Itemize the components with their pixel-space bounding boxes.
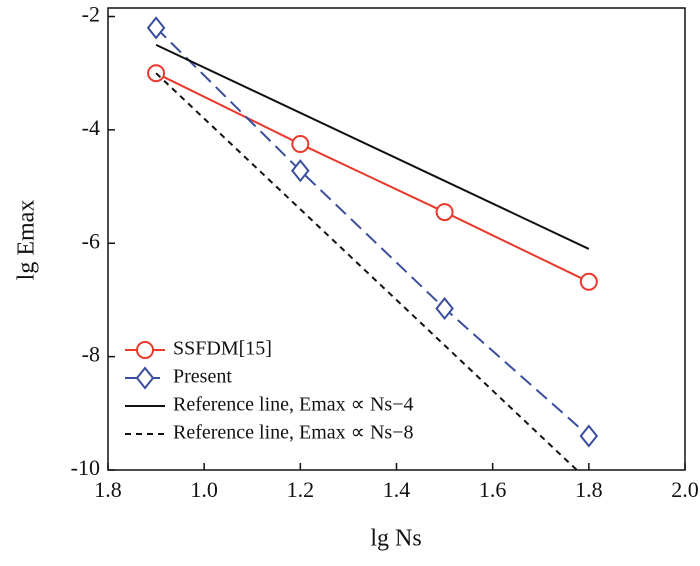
marker bbox=[435, 296, 454, 321]
legend-label: Reference line, Emax ∝ Ns−4 bbox=[173, 394, 413, 416]
legend-marker bbox=[135, 366, 155, 390]
legend-marker bbox=[136, 341, 154, 359]
legend-label: Reference line, Emax ∝ Ns−8 bbox=[173, 422, 413, 444]
y-tick-label: -6 bbox=[82, 228, 100, 253]
y-tick-label: -8 bbox=[82, 342, 100, 367]
x-tick-label: 1.8 bbox=[94, 477, 122, 502]
legend-label: SSFDM[15] bbox=[173, 338, 272, 360]
series-line bbox=[155, 72, 578, 471]
marker bbox=[146, 16, 166, 40]
series-line bbox=[155, 27, 590, 437]
x-tick-label: 2.0 bbox=[671, 477, 699, 502]
series-line bbox=[155, 72, 590, 283]
marker bbox=[435, 203, 454, 222]
x-tick-label: 1.6 bbox=[479, 477, 507, 502]
x-tick-label: 1.0 bbox=[190, 477, 218, 502]
y-tick-label: -10 bbox=[71, 455, 100, 480]
x-tick-label: 1.4 bbox=[383, 477, 411, 502]
x-axis-label: lg Ns bbox=[370, 526, 421, 552]
x-tick-label: 1.2 bbox=[287, 477, 315, 502]
y-tick-label: -4 bbox=[82, 115, 100, 140]
y-tick-label: -2 bbox=[82, 2, 100, 27]
legend-label: Present bbox=[173, 366, 232, 388]
marker bbox=[291, 159, 310, 183]
x-tick-label: 1.8 bbox=[575, 477, 603, 502]
y-axis-label: lg Emax bbox=[14, 200, 40, 281]
marker bbox=[579, 272, 598, 291]
marker bbox=[291, 135, 310, 154]
marker bbox=[579, 424, 599, 448]
series-line bbox=[155, 43, 590, 250]
